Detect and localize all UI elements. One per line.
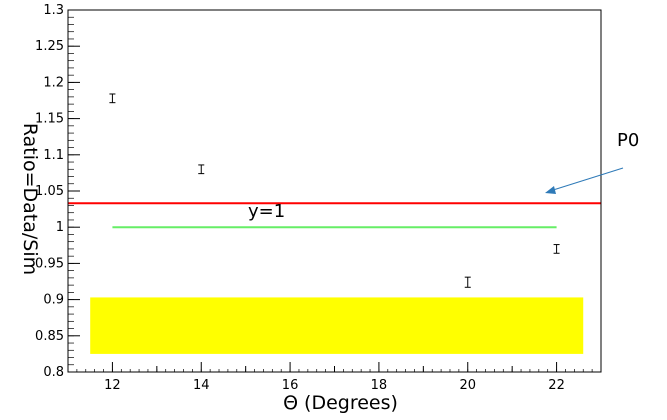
p0-annotation: P0: [617, 130, 639, 151]
arrow-shaft: [549, 167, 624, 192]
y-tick-label: 0.9: [43, 293, 64, 308]
x-tick-label: 16: [282, 378, 299, 393]
y-tick-label: 1.2: [43, 75, 64, 90]
ticks-layer: [67, 9, 602, 373]
y1-annotation: y=1: [248, 201, 285, 222]
data-point: [553, 244, 560, 254]
p0-arrow: [545, 167, 624, 194]
y-tick-label: 0.85: [35, 329, 64, 344]
y-tick-label: 1.05: [35, 184, 64, 199]
arrow-head: [545, 186, 556, 194]
band-layer: [90, 297, 584, 354]
x-axis-label: Θ (Degrees): [283, 392, 398, 414]
points-layer: [109, 93, 560, 288]
y-tick-label: 1.15: [35, 112, 64, 127]
tick-labels-layer: 12 14 16 18 20 22 0.8 0.85 0.9 0.95 1 1.05 1.1 1.15 1.…: [35, 3, 565, 393]
x-tick-label: 22: [548, 378, 565, 393]
y-tick-label: 1: [56, 220, 64, 235]
data-point: [464, 276, 471, 288]
y-tick-label: 1.3: [43, 3, 64, 18]
data-point: [109, 93, 116, 104]
y-axis-label: Ratio=Data/Sim: [19, 123, 41, 275]
yellow-band: [90, 297, 584, 354]
y-tick-label: 1.1: [43, 148, 64, 163]
y-tick-label: 0.8: [43, 365, 64, 380]
y-tick-label: 0.95: [35, 256, 64, 271]
y-tick-label: 1.25: [35, 39, 64, 54]
x-tick-label: 18: [371, 378, 388, 393]
data-point: [198, 164, 205, 175]
x-tick-label: 14: [193, 378, 210, 393]
lines-layer: [68, 202, 601, 229]
x-tick-label: 20: [459, 378, 476, 393]
x-tick-label: 12: [104, 378, 121, 393]
